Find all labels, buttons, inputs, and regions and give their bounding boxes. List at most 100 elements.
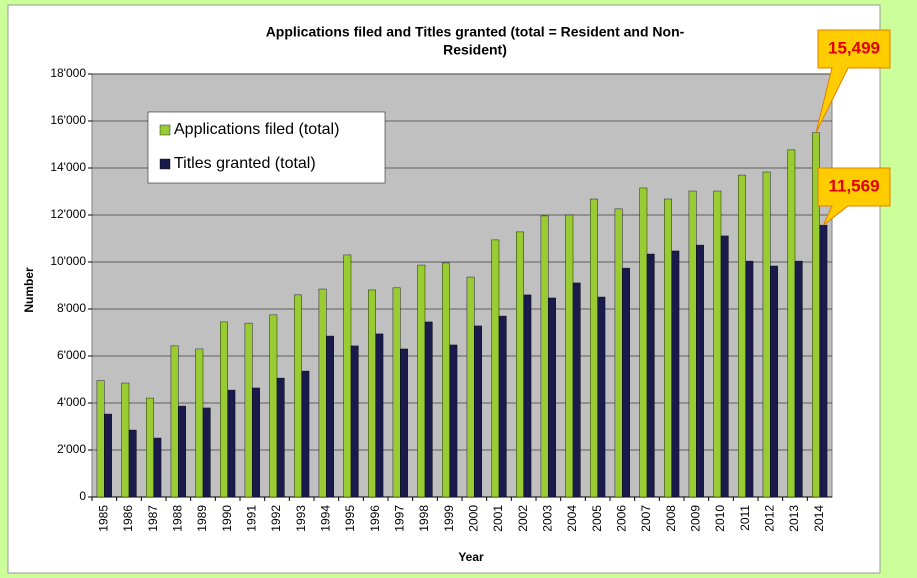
bar (244, 322, 253, 498)
bar (614, 208, 623, 498)
bar (392, 287, 401, 498)
bar (202, 407, 211, 498)
bar (498, 315, 507, 498)
bar (104, 413, 112, 498)
bar (770, 265, 778, 498)
bar (178, 405, 186, 498)
bar (146, 397, 154, 498)
bar (227, 389, 236, 498)
bar (269, 314, 278, 498)
x-tick-label: 2014 (812, 505, 826, 532)
bar (639, 187, 648, 498)
legend-box (147, 111, 386, 184)
bar (664, 198, 672, 498)
x-tick-label: 1986 (121, 505, 135, 532)
x-tick-label: 1985 (97, 505, 111, 532)
legend-swatch (159, 158, 171, 170)
x-tick-label: 2011 (738, 505, 752, 531)
bar (318, 288, 327, 498)
data-label: 15,499 (828, 38, 880, 57)
y-tick-label: 16'000 (50, 113, 86, 127)
bar (121, 382, 130, 498)
bar (597, 296, 606, 498)
y-tick-label: 12'000 (50, 207, 86, 221)
bar (294, 294, 302, 498)
bar (343, 254, 352, 498)
y-axis-label: Number (22, 267, 36, 313)
x-tick-label: 2008 (664, 505, 678, 532)
bar (417, 264, 426, 498)
bar (523, 294, 532, 498)
chart-title: Applications filed and Titles granted (t… (266, 24, 685, 40)
bar (400, 348, 408, 498)
x-tick-label: 1994 (319, 505, 333, 532)
callout (817, 167, 891, 226)
bar (424, 321, 433, 498)
bar (474, 325, 482, 498)
x-tick-label: 2009 (689, 505, 703, 532)
x-tick-label: 1988 (171, 505, 185, 532)
y-tick-label: 4'000 (57, 395, 86, 409)
bar (442, 262, 450, 498)
bar (590, 198, 598, 498)
bar (252, 387, 260, 498)
y-tick-label: 8'000 (57, 301, 86, 315)
bar (195, 348, 204, 498)
bar (794, 260, 803, 498)
bar (368, 289, 376, 498)
y-tick-label: 2'000 (57, 442, 86, 456)
x-tick-label: 2007 (639, 505, 653, 532)
x-tick-label: 2010 (713, 505, 727, 532)
bar (565, 214, 574, 498)
bar (301, 370, 310, 498)
x-tick-label: 2003 (541, 505, 555, 532)
data-label: 11,569 (828, 176, 879, 195)
bar (375, 333, 384, 498)
x-tick-label: 1996 (368, 505, 382, 532)
bar (762, 171, 771, 498)
bar (170, 345, 179, 498)
legend-label: Applications filed (total) (174, 121, 339, 138)
x-tick-label: 2002 (516, 505, 530, 532)
bar (466, 276, 475, 498)
x-tick-label: 1993 (294, 505, 308, 532)
legend-label: Titles granted (total) (174, 155, 316, 172)
bar (819, 224, 828, 498)
bar (491, 239, 500, 498)
x-tick-label: 2013 (787, 505, 801, 532)
bar (720, 235, 729, 498)
bar (548, 297, 556, 498)
chart-title: Resident) (443, 42, 507, 58)
y-tick-label: 14'000 (50, 160, 86, 174)
y-tick-label: 6'000 (57, 348, 86, 362)
callout (815, 29, 891, 133)
x-tick-label: 1995 (343, 505, 357, 532)
x-tick-label: 2006 (615, 505, 629, 532)
bar (713, 190, 722, 498)
bar (622, 267, 630, 498)
bar (696, 244, 704, 498)
x-tick-label: 2000 (467, 505, 481, 532)
x-tick-label: 1992 (269, 505, 283, 532)
bar (688, 190, 697, 498)
x-tick-label: 2005 (590, 505, 604, 532)
bar (671, 250, 680, 498)
x-tick-label: 2004 (565, 505, 579, 532)
y-tick-label: 10'000 (50, 254, 86, 268)
x-tick-label: 1999 (442, 505, 456, 532)
bar (220, 321, 228, 498)
y-tick-label: 18'000 (50, 66, 86, 80)
bar (745, 260, 754, 498)
bar (516, 231, 524, 498)
bar (540, 215, 549, 498)
x-tick-label: 1997 (393, 505, 407, 532)
bar (326, 335, 334, 498)
bar (128, 429, 137, 498)
x-tick-label: 1987 (146, 505, 160, 532)
x-tick-label: 1998 (417, 505, 431, 532)
x-tick-label: 1990 (220, 505, 234, 532)
bar (646, 253, 655, 498)
bar (738, 174, 746, 498)
bar (572, 282, 581, 498)
